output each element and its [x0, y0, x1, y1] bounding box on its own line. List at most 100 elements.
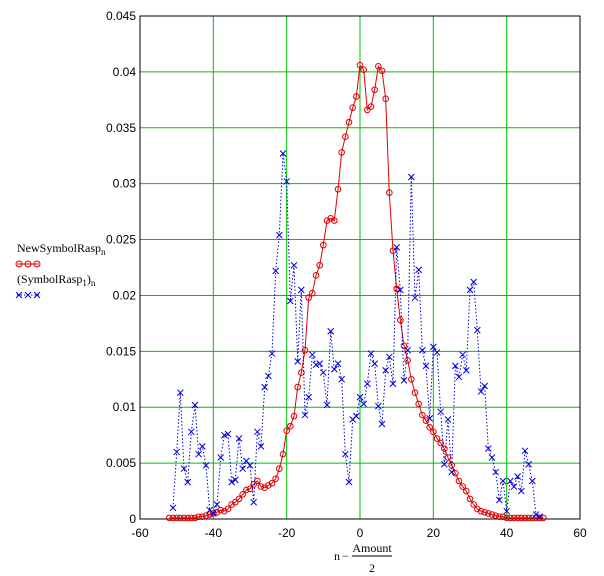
series-2-point: [264, 372, 272, 380]
y-tick-labels: 0 0.005 0.01 0.015 0.02 0.025 0.03 0.035 0.04 0.0…: [106, 9, 136, 526]
series-2-point: [279, 150, 287, 157]
series-2-point: [440, 460, 448, 468]
series-2-point: [371, 360, 379, 367]
series-1-point: [224, 505, 232, 513]
series-2-point: [495, 496, 503, 504]
series-2-point: [528, 477, 536, 485]
series-2-point: [455, 373, 463, 381]
legend-series2-symbol: [15, 291, 41, 299]
series-1-point: [217, 506, 224, 514]
series-2-point: [448, 468, 456, 476]
series-2-point: [459, 351, 467, 359]
series-1-point: [184, 514, 191, 522]
series-1-point: [320, 241, 327, 249]
series-2-point: [239, 465, 247, 473]
series-2-point: [334, 360, 342, 367]
series-2-point: [312, 361, 320, 369]
series-2-point: [209, 510, 217, 517]
series-1-point: [529, 514, 536, 522]
series-1-point: [492, 512, 499, 519]
series-2-point: [231, 476, 239, 484]
y-tick-label: 0.045: [106, 9, 136, 23]
series-1-point: [404, 356, 411, 364]
series-2-point: [451, 362, 459, 370]
series-2-point: [268, 350, 276, 357]
series-1-point: [239, 491, 246, 498]
series-2-point: [169, 504, 177, 512]
series-1-point: [202, 512, 210, 519]
series-2-point: [437, 408, 445, 416]
series-2-point: [261, 383, 269, 391]
grid-lines: [139, 15, 581, 520]
series-1-point: [353, 93, 360, 100]
series-1-point: [301, 346, 309, 354]
series-1-point: [188, 514, 195, 522]
y-tick-label: 0.025: [106, 233, 136, 247]
series-2-point: [382, 366, 390, 374]
series-2-point: [297, 286, 305, 294]
plot-frame: [139, 15, 581, 520]
series-1-point: [496, 513, 503, 521]
series-1-point: [195, 513, 202, 521]
series-2-point: [257, 442, 265, 450]
series-1-point: [312, 272, 320, 279]
series-1-point: [210, 510, 217, 517]
series-2-point: [525, 460, 533, 468]
series-2-point: [393, 244, 401, 251]
series-2-point: [374, 402, 382, 410]
series-2-point: [220, 431, 228, 439]
series-2-point: [378, 420, 386, 428]
series-2-point: [180, 465, 188, 473]
series-2-point: [191, 401, 199, 409]
series-2-point: [407, 173, 415, 181]
series-1-point: [386, 189, 393, 196]
series-2-point: [389, 380, 397, 388]
series-1-point: [309, 289, 316, 297]
series-2-point: [418, 346, 426, 354]
x-tick-label: 40: [500, 526, 514, 540]
series-2-point: [499, 477, 507, 485]
series-2-point: [319, 369, 327, 376]
series-1-point: [430, 428, 437, 436]
series-2-point: [224, 430, 232, 438]
series-1-point: [455, 477, 463, 485]
x-label-denominator: 2: [369, 561, 375, 575]
series-2-point: [503, 507, 511, 515]
series-1-point: [389, 247, 397, 255]
series-2-point: [305, 393, 313, 401]
series-1-point: [518, 514, 525, 522]
series-1-point: [331, 217, 338, 224]
y-tick-label: 0.035: [106, 121, 136, 135]
x-label-prefix: n: [334, 549, 340, 563]
y-tick-label: 0.04: [113, 65, 137, 79]
legend-marker-2: [33, 291, 41, 299]
series-1-point: [166, 514, 173, 522]
series-1-point: [177, 514, 184, 522]
series-2-point: [426, 415, 434, 422]
x-axis-label: n − Amount 2: [334, 541, 392, 575]
series-1-point: [521, 514, 529, 522]
series-1-point: [525, 514, 532, 522]
legend-series2-label: (SymbolRasp1)n: [17, 272, 96, 288]
y-tick-label: 0.005: [106, 456, 136, 470]
series-1-point: [382, 95, 389, 103]
x-tick-label: -40: [205, 526, 223, 540]
series-1-line: [169, 63, 544, 519]
series-1-point: [305, 294, 312, 301]
series-1-point: [488, 511, 496, 518]
legend-marker-2: [24, 291, 32, 299]
series-1-point: [378, 67, 386, 75]
legend-marker-1: [33, 260, 41, 268]
series-1-point: [250, 481, 257, 488]
series-1-point: [364, 106, 371, 114]
series-2-point: [532, 511, 540, 518]
series-1-point: [397, 316, 404, 324]
legend-series1-symbol: [15, 260, 41, 268]
series-2-point: [360, 400, 368, 408]
series-2-point: [176, 389, 184, 397]
series-1-point: [349, 104, 356, 111]
series-2-point: [352, 412, 360, 420]
series-2-point: [411, 294, 419, 302]
series-2-point: [235, 435, 243, 442]
